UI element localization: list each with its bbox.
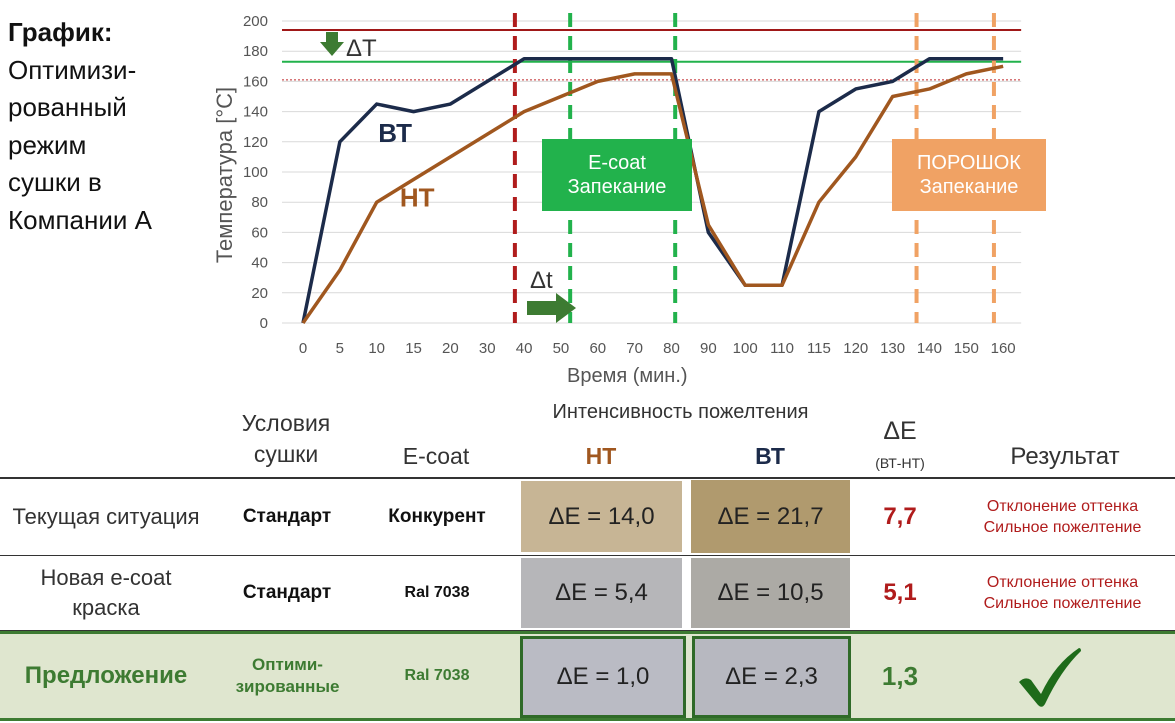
powder-box-line: Запекание: [919, 176, 1019, 198]
x-tick-label: 0: [299, 340, 307, 357]
nt-header: НТ: [585, 443, 617, 469]
check-icon-svg: [1019, 648, 1081, 707]
y-tick-label: 120: [243, 134, 268, 151]
result-header: Результат: [1010, 443, 1120, 470]
result-text: Отклонение оттенка Сильное пожелтение: [955, 479, 1170, 555]
side-title-line: сушки в: [8, 167, 102, 197]
side-title: График: Оптимизи- рованный режим сушки в…: [8, 14, 152, 239]
nt-swatch: ΔE = 14,0: [521, 481, 682, 552]
ecoat-bake-box: E-coat Запекание: [542, 139, 692, 211]
result-line: Сильное пожелтение: [983, 595, 1142, 612]
series-label: НТ: [400, 183, 435, 213]
row-label: Предложение: [24, 662, 188, 689]
row-ecoat: Ral 7038: [404, 584, 470, 601]
x-axis-label: Время (мин.): [567, 365, 688, 387]
x-tick-label: 20: [442, 340, 459, 357]
delta-e-header: ΔE: [883, 417, 917, 445]
vt-swatch: ΔE = 10,5: [691, 558, 850, 628]
y-tick-label: 160: [243, 73, 268, 90]
result-line: Отклонение оттенка: [986, 574, 1139, 591]
x-tick-label: 5: [336, 340, 344, 357]
x-tick-label: 70: [626, 340, 643, 357]
intensity-header: Интенсивность пожелтения: [552, 401, 809, 423]
table-row: Предложение Оптими- зированные Ral 7038 …: [0, 634, 1175, 718]
x-tick-label: 60: [589, 340, 606, 357]
vt-swatch: ΔE = 21,7: [691, 480, 850, 553]
x-tick-label: 50: [553, 340, 570, 357]
y-tick-label: 180: [243, 43, 268, 60]
delta-e-value: 5,1: [883, 579, 917, 606]
table-row: Новая e-coat краска Стандарт Ral 7038 ΔE…: [0, 556, 1175, 630]
series-line: [301, 57, 1004, 324]
delta-e-value: 1,3: [881, 660, 919, 691]
side-title-line: режим: [8, 129, 87, 160]
x-tick-label: 115: [807, 340, 831, 357]
proposal-row-top-border: [0, 631, 1175, 634]
row-label: Новая e-coat краска: [40, 565, 172, 620]
x-tick-label: 110: [770, 340, 794, 357]
side-title-line: Компании А: [8, 204, 152, 235]
row-label: Текущая ситуация: [12, 504, 200, 529]
check-icon: [990, 634, 1110, 718]
side-title-bold: График:: [8, 17, 113, 47]
y-tick-label: 140: [243, 104, 268, 121]
y-tick-label: 80: [251, 194, 268, 211]
row-conditions: Стандарт: [242, 506, 332, 527]
y-tick-label: 100: [243, 164, 268, 181]
side-title-line: Оптимизи-: [8, 54, 137, 85]
series-label: ВТ: [378, 118, 412, 148]
x-tick-label: 130: [880, 340, 905, 357]
x-tick-label: 40: [516, 340, 533, 357]
delta-time-label: Δt: [530, 267, 553, 294]
ecoat-box-line: E-coat: [588, 152, 646, 174]
x-tick-label: 15: [405, 340, 422, 357]
powder-bake-box: ПОРОШОК Запекание: [892, 139, 1046, 211]
table-top-line: [0, 477, 1175, 479]
row-ecoat: Конкурент: [388, 506, 486, 527]
row-conditions: Стандарт: [242, 582, 332, 603]
vt-header: ВТ: [755, 443, 785, 469]
x-tick-label: 90: [700, 340, 717, 357]
row-divider: [0, 630, 1175, 631]
delta-time-right-arrow: [527, 293, 576, 323]
y-tick-label: 200: [243, 13, 268, 30]
x-tick-label: 160: [991, 340, 1016, 357]
x-tick-label: 120: [843, 340, 868, 357]
x-tick-label: 140: [917, 340, 942, 357]
delta-e-value: 7,7: [883, 503, 917, 530]
y-tick-label: 20: [251, 285, 268, 302]
x-tick-label: 150: [954, 340, 979, 357]
nt-swatch: ΔE = 1,0: [520, 636, 686, 718]
delta-temperature-label: ΔT: [346, 35, 377, 62]
proposal-row-bottom-border: [0, 718, 1175, 721]
x-tick-label: 80: [663, 340, 680, 357]
result-line: Сильное пожелтение: [983, 519, 1142, 536]
side-title-line: рованный: [8, 92, 127, 122]
powder-box-line: ПОРОШОК: [917, 152, 1021, 174]
row-ecoat: Ral 7038: [404, 667, 470, 684]
delta-e-subheader: (ВТ-НТ): [875, 455, 925, 471]
table-row: Текущая ситуация Стандарт Конкурент ΔE =…: [0, 479, 1175, 555]
result-line: Отклонение оттенка: [986, 498, 1139, 515]
result-text: Отклонение оттенка Сильное пожелтение: [955, 556, 1170, 630]
temperature-chart: 0 20 40 60 80 100 120 140 160 180 200 0 5 10 15 20 30 40 5…: [212, 13, 1022, 387]
y-tick-label: 0: [260, 315, 268, 332]
x-tick-label: 100: [733, 340, 758, 357]
x-tick-label: 10: [368, 340, 385, 357]
y-tick-label: 40: [251, 255, 268, 272]
row-conditions: Оптими- зированные: [235, 655, 340, 696]
y-tick-label: 60: [251, 224, 268, 241]
ecoat-box-line: Запекание: [567, 176, 667, 198]
ecoat-header: E-coat: [402, 443, 470, 469]
row-divider: [0, 555, 1175, 556]
y-axis-label: Температура [°C]: [212, 87, 237, 263]
x-tick-label: 30: [479, 340, 496, 357]
delta-t-down-arrow: [320, 32, 344, 56]
nt-swatch: ΔE = 5,4: [521, 558, 682, 628]
series-line: [301, 64, 1004, 325]
vt-swatch: ΔE = 2,3: [692, 636, 851, 718]
conditions-header: Условия сушки: [241, 410, 331, 467]
